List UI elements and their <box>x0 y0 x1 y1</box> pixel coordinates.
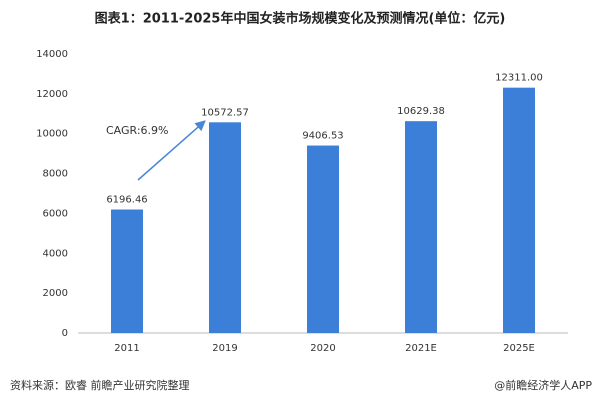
y-tick-label: 12000 <box>36 89 68 100</box>
x-tick-label: 2019 <box>212 343 237 354</box>
x-tick-label: 2021E <box>405 343 437 354</box>
x-tick-label: 2011 <box>114 343 139 354</box>
chart-title: 图表1：2011-2025年中国女装市场规模变化及预测情况(单位：亿元) <box>95 11 506 27</box>
bar <box>307 145 339 333</box>
bar <box>405 121 437 334</box>
bar <box>503 87 535 333</box>
y-tick-label: 4000 <box>43 248 68 259</box>
value-label: 10629.38 <box>397 106 445 117</box>
value-label: 6196.46 <box>106 195 147 206</box>
y-tick-label: 14000 <box>36 49 68 60</box>
y-tick-label: 2000 <box>43 288 68 299</box>
bar <box>111 209 143 333</box>
y-tick-label: 8000 <box>43 169 68 180</box>
credit: @前瞻经济学人APP <box>494 378 592 392</box>
value-label: 10572.57 <box>201 107 249 118</box>
annotation: CAGR:6.9% <box>106 124 169 137</box>
cagr-arrow <box>137 120 206 181</box>
value-label: 12311.00 <box>495 73 543 84</box>
x-tick-label: 2020 <box>310 343 335 354</box>
y-tick-label: 10000 <box>36 129 68 140</box>
source: 资料来源：欧睿 前瞻产业研究院整理 <box>10 378 190 392</box>
bar <box>209 122 241 333</box>
y-tick-label: 6000 <box>43 208 68 219</box>
value-label: 9406.53 <box>302 131 343 142</box>
y-tick-label: 0 <box>62 328 68 339</box>
x-tick-label: 2025E <box>503 343 535 354</box>
